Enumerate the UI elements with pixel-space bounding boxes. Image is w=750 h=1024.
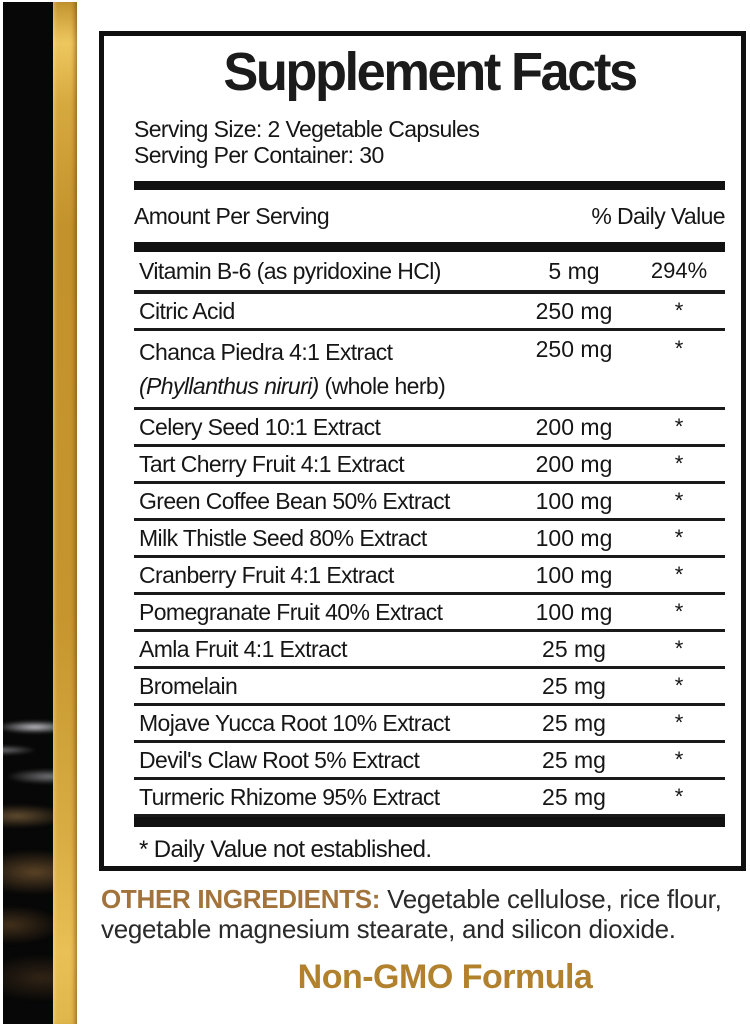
left-gold-band: [53, 2, 77, 1024]
latin-name: (Phyllanthus niruri): [139, 373, 319, 399]
left-black-band: [3, 2, 53, 1024]
ingredient-daily-value: *: [674, 636, 684, 661]
ingredient-daily-value: *: [674, 710, 684, 735]
ingredient-row: Celery Seed 10:1 Extract 200 mg *: [134, 410, 725, 447]
serving-info: Serving Size: 2 Vegetable Capsules Servi…: [134, 116, 725, 168]
ingredient-name: Green Coffee Bean 50% Extract: [139, 488, 450, 514]
other-ingredients: OTHER INGREDIENTS: Vegetable cellulose, …: [101, 884, 750, 944]
ingredient-row: Pomegranate Fruit 40% Extract 100 mg *: [134, 595, 725, 632]
ingredient-name: Chanca Piedra 4:1 Extract (Phyllanthus ni…: [134, 335, 515, 403]
ingredient-row: Citric Acid 250 mg *: [134, 294, 725, 331]
ingredient-name: Devil's Claw Root 5% Extract: [139, 747, 420, 773]
ingredient-row: Green Coffee Bean 50% Extract 100 mg *: [134, 484, 725, 521]
ingredient-daily-value: *: [674, 451, 684, 476]
ingredient-daily-value: *: [674, 599, 684, 624]
ingredient-row: Devil's Claw Root 5% Extract 25 mg *: [134, 743, 725, 780]
ingredient-daily-value: *: [674, 414, 684, 439]
ingredient-amount: 100 mg: [535, 488, 613, 514]
ingredient-row: Milk Thistle Seed 80% Extract 100 mg *: [134, 521, 725, 558]
ingredient-amount: 100 mg: [535, 525, 613, 551]
ingredient-amount: 25 mg: [542, 710, 606, 736]
ingredient-row: Bromelain 25 mg *: [134, 669, 725, 706]
ingredient-daily-value: *: [674, 784, 684, 809]
ingredient-amount: 25 mg: [542, 636, 606, 662]
ingredient-name: Bromelain: [139, 673, 238, 699]
header-daily-value: % Daily Value: [591, 202, 725, 229]
smoke-texture: [3, 694, 53, 1024]
ingredient-daily-value: 294%: [650, 258, 708, 283]
divider-bar-top: [134, 181, 725, 190]
ingredient-row: Vitamin B-6 (as pyridoxine HCl) 5 mg 294%: [134, 252, 725, 294]
other-ingredients-text: Vegetable cellulose, rice flour, vegetab…: [101, 884, 722, 944]
ingredient-name: Tart Cherry Fruit 4:1 Extract: [139, 451, 405, 477]
ingredient-amount: 200 mg: [535, 414, 613, 440]
panel-title: Supplement Facts: [223, 42, 638, 102]
daily-value-footnote: * Daily Value not established.: [139, 836, 432, 863]
header-amount-per-serving: Amount Per Serving: [134, 202, 330, 229]
servings-per-container: Serving Per Container: 30: [134, 142, 384, 168]
ingredient-daily-value: *: [674, 298, 684, 323]
ingredient-name: Cranberry Fruit 4:1 Extract: [139, 562, 394, 588]
ingredient-amount: 25 mg: [542, 747, 606, 773]
ingredient-rows: Vitamin B-6 (as pyridoxine HCl) 5 mg 294% C…: [134, 252, 725, 817]
ingredient-name-line1: Chanca Piedra 4:1 Extract: [139, 339, 393, 365]
divider-bar-header: [134, 242, 725, 252]
ingredient-row: Turmeric Rhizome 95% Extract 25 mg *: [134, 780, 725, 817]
ingredient-name: Celery Seed 10:1 Extract: [139, 414, 381, 440]
ingredient-name: Citric Acid: [139, 298, 235, 324]
ingredient-daily-value: *: [674, 336, 684, 361]
ingredient-name-line2: (Phyllanthus niruri) (whole herb): [139, 369, 515, 403]
ingredient-name: Mojave Yucca Root 10% Extract: [139, 710, 450, 736]
ingredient-name: Amla Fruit 4:1 Extract: [139, 636, 348, 662]
ingredient-amount: 250 mg: [535, 336, 613, 362]
ingredient-amount: 100 mg: [535, 599, 613, 625]
table-header: Amount Per Serving % Daily Value: [134, 190, 726, 242]
ingredient-row: Chanca Piedra 4:1 Extract (Phyllanthus ni…: [134, 331, 725, 410]
ingredient-row: Tart Cherry Fruit 4:1 Extract 200 mg *: [134, 447, 725, 484]
supplement-facts-panel: Supplement Facts Serving Size: 2 Vegetab…: [99, 31, 746, 871]
ingredient-daily-value: *: [674, 525, 684, 550]
ingredient-daily-value: *: [674, 747, 684, 772]
ingredient-row: Amla Fruit 4:1 Extract 25 mg *: [134, 632, 725, 669]
ingredient-row: Cranberry Fruit 4:1 Extract 100 mg *: [134, 558, 725, 595]
ingredient-name: Turmeric Rhizome 95% Extract: [139, 784, 440, 810]
divider-bar-bottom: [134, 817, 725, 827]
ingredient-name: Vitamin B-6 (as pyridoxine HCl): [139, 258, 441, 284]
ingredient-amount: 100 mg: [535, 562, 613, 588]
latin-name-suffix: (whole herb): [318, 373, 446, 399]
ingredient-name: Milk Thistle Seed 80% Extract: [139, 525, 427, 551]
serving-size: Serving Size: 2 Vegetable Capsules: [134, 116, 480, 142]
other-ingredients-label: OTHER INGREDIENTS:: [101, 884, 381, 914]
ingredient-amount: 200 mg: [535, 451, 613, 477]
ingredient-name: Pomegranate Fruit 40% Extract: [139, 599, 443, 625]
ingredient-daily-value: *: [674, 562, 684, 587]
ingredient-row: Mojave Yucca Root 10% Extract 25 mg *: [134, 706, 725, 743]
ingredient-amount: 5 mg: [548, 258, 600, 284]
ingredient-daily-value: *: [674, 488, 684, 513]
non-gmo-formula: Non-GMO Formula: [297, 958, 593, 996]
ingredient-amount: 250 mg: [535, 298, 613, 324]
ingredient-amount: 25 mg: [542, 784, 606, 810]
ingredient-amount: 25 mg: [542, 673, 606, 699]
ingredient-daily-value: *: [674, 673, 684, 698]
